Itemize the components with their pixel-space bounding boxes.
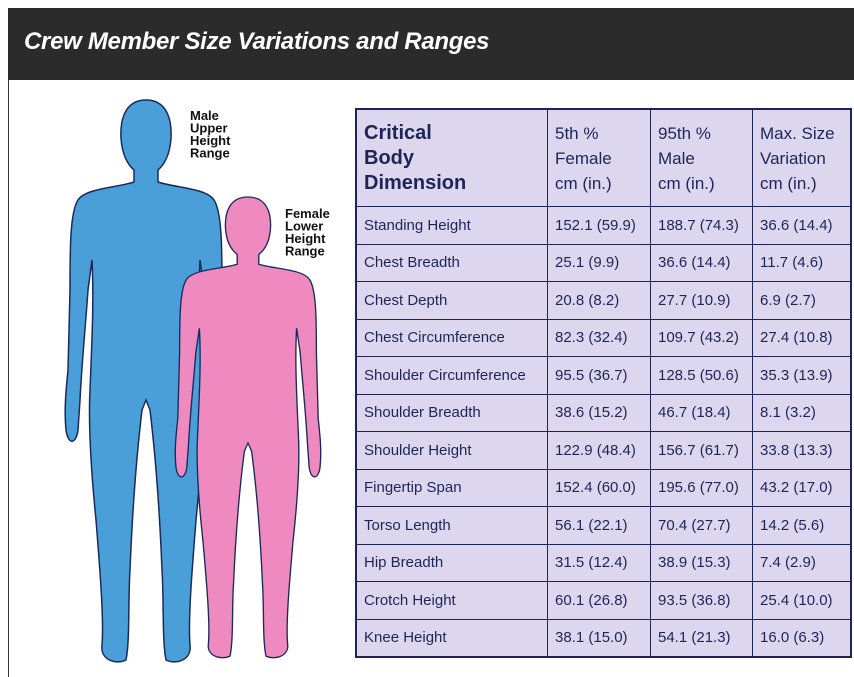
table-row: Chest Depth 20.8 (8.2) 27.7 (10.9) 6.9 (2.7… (355, 281, 852, 320)
table-row: Chest Breadth 25.1 (9.9) 36.6 (14.4) 11.7 (… (355, 243, 852, 282)
table-row: Standing Height 152.1 (59.9) 188.7 (74.3) 3… (355, 206, 852, 245)
title: Crew Member Size Variations and Ranges (24, 28, 490, 55)
label-line: Lower (285, 219, 323, 234)
table-cell: 7.4 (2.9) (752, 543, 852, 582)
table-cell: Crotch Height (355, 581, 548, 620)
table-row: Fingertip Span 152.4 (60.0) 195.6 (77.0) 43… (355, 468, 852, 507)
header-cell: Critical Body Dimension (355, 108, 548, 207)
header-line: Male (658, 148, 695, 168)
label-line: Range (285, 244, 325, 259)
header-row: Critical Body Dimension 5th % Female cm (in.)… (355, 108, 852, 207)
header-line: 5th % (555, 123, 599, 143)
table-cell: 70.4 (27.7) (650, 506, 753, 545)
table-cell: 93.5 (36.8) (650, 581, 753, 620)
table-cell: 38.9 (15.3) (650, 543, 753, 582)
table-row: Shoulder Height 122.9 (48.4) 156.7 (61.7) 3… (355, 431, 852, 470)
table-cell: 56.1 (22.1) (547, 506, 651, 545)
table-cell: 82.3 (32.4) (547, 318, 651, 357)
header-line: Body (364, 146, 414, 169)
table-cell: 27.7 (10.9) (650, 281, 753, 320)
table-cell: 95.5 (36.7) (547, 356, 651, 395)
table-cell: 122.9 (48.4) (547, 431, 651, 470)
table-row: Chest Circumference 82.3 (32.4) 109.7 (43.… (355, 318, 852, 357)
label-line: Height (190, 133, 231, 148)
table-cell: Shoulder Circumference (355, 356, 548, 395)
header-cell: 95th % Male cm (in.) (650, 108, 753, 207)
table-cell: 195.6 (77.0) (650, 468, 753, 507)
table-row: Hip Breadth 31.5 (12.4) 38.9 (15.3) 7.4 (2.… (355, 543, 852, 582)
table-cell: 31.5 (12.4) (547, 543, 651, 582)
table-cell: Standing Height (355, 206, 548, 245)
table-cell: 16.0 (6.3) (752, 618, 852, 658)
table-row: Shoulder Breadth 38.6 (15.2) 46.7 (18.4) 8.… (355, 393, 852, 432)
header-line: cm (in.) (760, 173, 817, 193)
table-cell: 38.1 (15.0) (547, 618, 651, 658)
table-cell: 36.6 (14.4) (752, 206, 852, 245)
table-cell: 54.1 (21.3) (650, 618, 753, 658)
table-cell: Knee Height (355, 618, 548, 658)
header-line: cm (in.) (658, 173, 715, 193)
header-cell: Max. Size Variation cm (in.) (752, 108, 852, 207)
table-cell: 25.4 (10.0) (752, 581, 852, 620)
table-cell: 25.1 (9.9) (547, 243, 651, 282)
table-cell: 35.3 (13.9) (752, 356, 852, 395)
table-row: Crotch Height 60.1 (26.8) 93.5 (36.8) 25.4 … (355, 581, 852, 620)
label-line: Male (190, 108, 219, 123)
table-row: Knee Height 38.1 (15.0) 54.1 (21.3) 16.0 (6… (355, 618, 852, 658)
table-cell: 43.2 (17.0) (752, 468, 852, 507)
table-cell: Hip Breadth (355, 543, 548, 582)
table-cell: Shoulder Height (355, 431, 548, 470)
header-line: 95th % (658, 123, 711, 143)
table-cell: 128.5 (50.6) (650, 356, 753, 395)
table-cell: 60.1 (26.8) (547, 581, 651, 620)
table-cell: Chest Breadth (355, 243, 548, 282)
header-line: Dimension (364, 171, 467, 194)
table-cell: 20.8 (8.2) (547, 281, 651, 320)
header-line: cm (in.) (555, 173, 612, 193)
header-line: Critical (364, 121, 432, 144)
table-cell: 38.6 (15.2) (547, 393, 651, 432)
table-cell: 6.9 (2.7) (752, 281, 852, 320)
table-row: Torso Length 56.1 (22.1) 70.4 (27.7) 14.2 (… (355, 506, 852, 545)
label-line: Range (190, 146, 230, 161)
header-line: Female (555, 148, 612, 168)
label-line: Upper (190, 121, 228, 136)
table-cell: 156.7 (61.7) (650, 431, 753, 470)
table-cell: 46.7 (18.4) (650, 393, 753, 432)
table-cell: 14.2 (5.6) (752, 506, 852, 545)
table-cell: 109.7 (43.2) (650, 318, 753, 357)
table-cell: Fingertip Span (355, 468, 548, 507)
header-line: Max. Size (760, 123, 835, 143)
header-bar (8, 8, 854, 80)
label-line: Female (285, 206, 330, 221)
table-cell: 8.1 (3.2) (752, 393, 852, 432)
size-table: Critical Body Dimension 5th % Female cm (in.)… (355, 108, 852, 658)
table-cell: 11.7 (4.6) (752, 243, 852, 282)
label-line: Height (285, 231, 326, 246)
table-cell: Shoulder Breadth (355, 393, 548, 432)
table-cell: 188.7 (74.3) (650, 206, 753, 245)
table-cell: 36.6 (14.4) (650, 243, 753, 282)
table-cell: 27.4 (10.8) (752, 318, 852, 357)
table-cell: 33.8 (13.3) (752, 431, 852, 470)
table-cell: Chest Depth (355, 281, 548, 320)
table-row: Shoulder Circumference 95.5 (36.7) 128.5 (… (355, 356, 852, 395)
table-cell: 152.4 (60.0) (547, 468, 651, 507)
table-cell: 152.1 (59.9) (547, 206, 651, 245)
frame-edge (8, 80, 9, 677)
table-cell: Torso Length (355, 506, 548, 545)
header-line: Variation (760, 148, 826, 168)
table-cell: Chest Circumference (355, 318, 548, 357)
header-cell: 5th % Female cm (in.) (547, 108, 651, 207)
